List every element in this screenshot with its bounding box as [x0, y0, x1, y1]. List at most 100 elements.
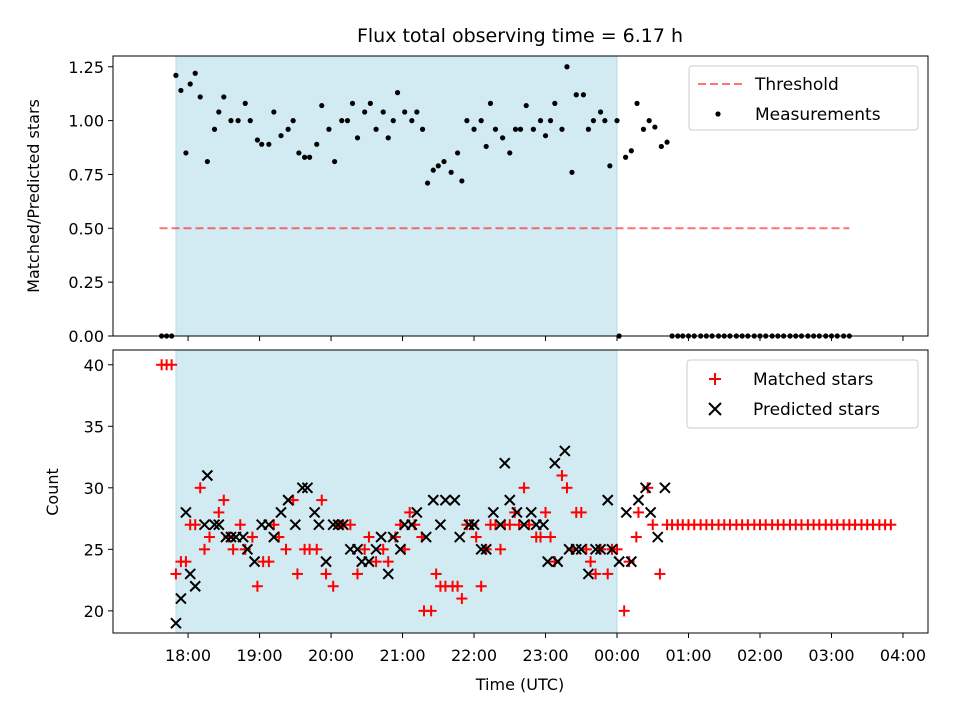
top-y-tick-label: 0.00	[68, 327, 104, 346]
predicted-star-point	[387, 531, 399, 543]
predicted-star-point	[494, 519, 507, 531]
bottom-x-tick-label: 23:00	[522, 646, 568, 665]
matched-star-point	[234, 519, 246, 531]
measurement-point	[419, 126, 426, 132]
top-observing-window	[175, 55, 618, 337]
predicted-star-point	[559, 445, 571, 457]
measurement-point	[537, 118, 544, 124]
predicted-star-point	[639, 482, 652, 494]
matched-star-point	[389, 531, 401, 543]
predicted-star-point	[652, 531, 664, 543]
predicted-star-point	[411, 506, 423, 519]
measurement-point	[500, 135, 506, 141]
predicted-star-point	[170, 617, 182, 629]
bottom-x-tick-label: 04:00	[880, 646, 926, 665]
measurement-point	[559, 126, 565, 132]
predicted-star-point	[525, 506, 537, 519]
predicted-star-point	[420, 531, 432, 543]
measurement-point	[385, 135, 391, 141]
matched-star-point	[311, 543, 323, 555]
bottom-x-tick-label: 00:00	[594, 646, 640, 665]
bottom-y-axis: 20 25 30 35 40	[84, 356, 113, 621]
matched-star-point	[470, 531, 482, 543]
predicted-star-point	[463, 519, 475, 531]
measurement-point	[454, 150, 461, 156]
predicted-star-point	[382, 568, 394, 580]
measurement-point	[301, 154, 308, 160]
measurement-point	[517, 126, 524, 132]
measurement-points	[159, 64, 852, 339]
predicted-star-point	[480, 543, 492, 556]
predicted-star-point	[439, 494, 452, 506]
matched-star-point	[189, 519, 201, 531]
measurement-point	[247, 118, 253, 124]
predicted-star-point	[434, 519, 447, 531]
measurement-point	[542, 133, 549, 139]
legend-matched-label: Matched stars	[753, 370, 873, 390]
measurement-point	[430, 167, 436, 173]
matched-star-point	[518, 482, 530, 494]
measurement-point	[390, 118, 396, 124]
predicted-star-point	[375, 531, 387, 543]
legend-predicted-label: Predicted stars	[753, 400, 880, 420]
bottom-y-tick-label: 40	[84, 356, 104, 375]
predicted-star-point	[208, 519, 221, 531]
predicted-star-point	[644, 506, 657, 519]
predicted-star-point	[582, 568, 595, 580]
measurement-point	[197, 94, 203, 100]
measurement-point	[178, 87, 184, 94]
measurement-point	[652, 124, 658, 130]
predicted-star-point	[549, 457, 561, 469]
measurement-point	[471, 126, 477, 132]
top-legend: Threshold Measurements	[688, 65, 919, 131]
predicted-star-point	[320, 555, 332, 568]
matched-star-point	[585, 556, 597, 568]
matched-star-point	[352, 568, 363, 580]
measurement-point	[507, 150, 513, 156]
predicted-star-point	[241, 543, 254, 556]
bottom-x-tick-label: 01:00	[665, 646, 711, 665]
predicted-star-point	[189, 580, 201, 592]
matched-star-point	[494, 543, 506, 555]
predicted-star-point	[613, 555, 625, 568]
predicted-star-point	[427, 494, 439, 506]
top-y-tick-label: 1.00	[68, 112, 104, 131]
measurement-point	[242, 100, 248, 106]
matched-star-point	[227, 543, 239, 555]
measurement-point	[459, 178, 465, 184]
matched-star-point	[654, 568, 666, 580]
matched-star-point	[213, 506, 225, 518]
matched-star-point	[170, 568, 182, 580]
matched-star-point	[370, 556, 382, 568]
matched-star-point	[425, 605, 437, 617]
measurement-point	[394, 90, 401, 96]
measurement-point	[228, 118, 234, 124]
measurement-point	[464, 118, 470, 124]
measurement-point	[573, 92, 579, 98]
matched-star-point	[885, 519, 897, 531]
measurement-point	[492, 126, 499, 132]
measurement-point	[664, 139, 670, 145]
measurement-point	[339, 118, 345, 124]
matched-star-point	[327, 580, 339, 592]
predicted-star-point	[551, 555, 564, 568]
matched-star-point	[540, 506, 552, 518]
predicted-star-point	[602, 494, 614, 506]
predicted-star-point	[282, 494, 294, 506]
matched-star-point	[320, 568, 332, 580]
predicted-star-point	[337, 519, 349, 531]
measurement-point	[402, 109, 408, 115]
measurement-point	[314, 141, 320, 147]
predicted-star-point	[632, 494, 645, 506]
measurement-point	[235, 118, 241, 124]
top-y-tick-label: 1.25	[68, 58, 104, 77]
measurement-point	[478, 118, 484, 124]
matched-star-point	[218, 494, 230, 506]
measurement-point	[183, 150, 189, 156]
measurement-point	[569, 169, 575, 175]
predicted-star-point	[363, 555, 375, 568]
bottom-x-tick-label: 02:00	[737, 646, 783, 665]
measurement-point	[547, 118, 554, 124]
matched-star-point	[291, 568, 303, 580]
matched-star-point	[180, 556, 192, 568]
